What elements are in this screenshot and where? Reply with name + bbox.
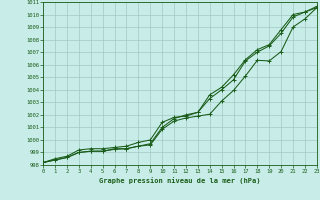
X-axis label: Graphe pression niveau de la mer (hPa): Graphe pression niveau de la mer (hPa): [99, 177, 261, 184]
